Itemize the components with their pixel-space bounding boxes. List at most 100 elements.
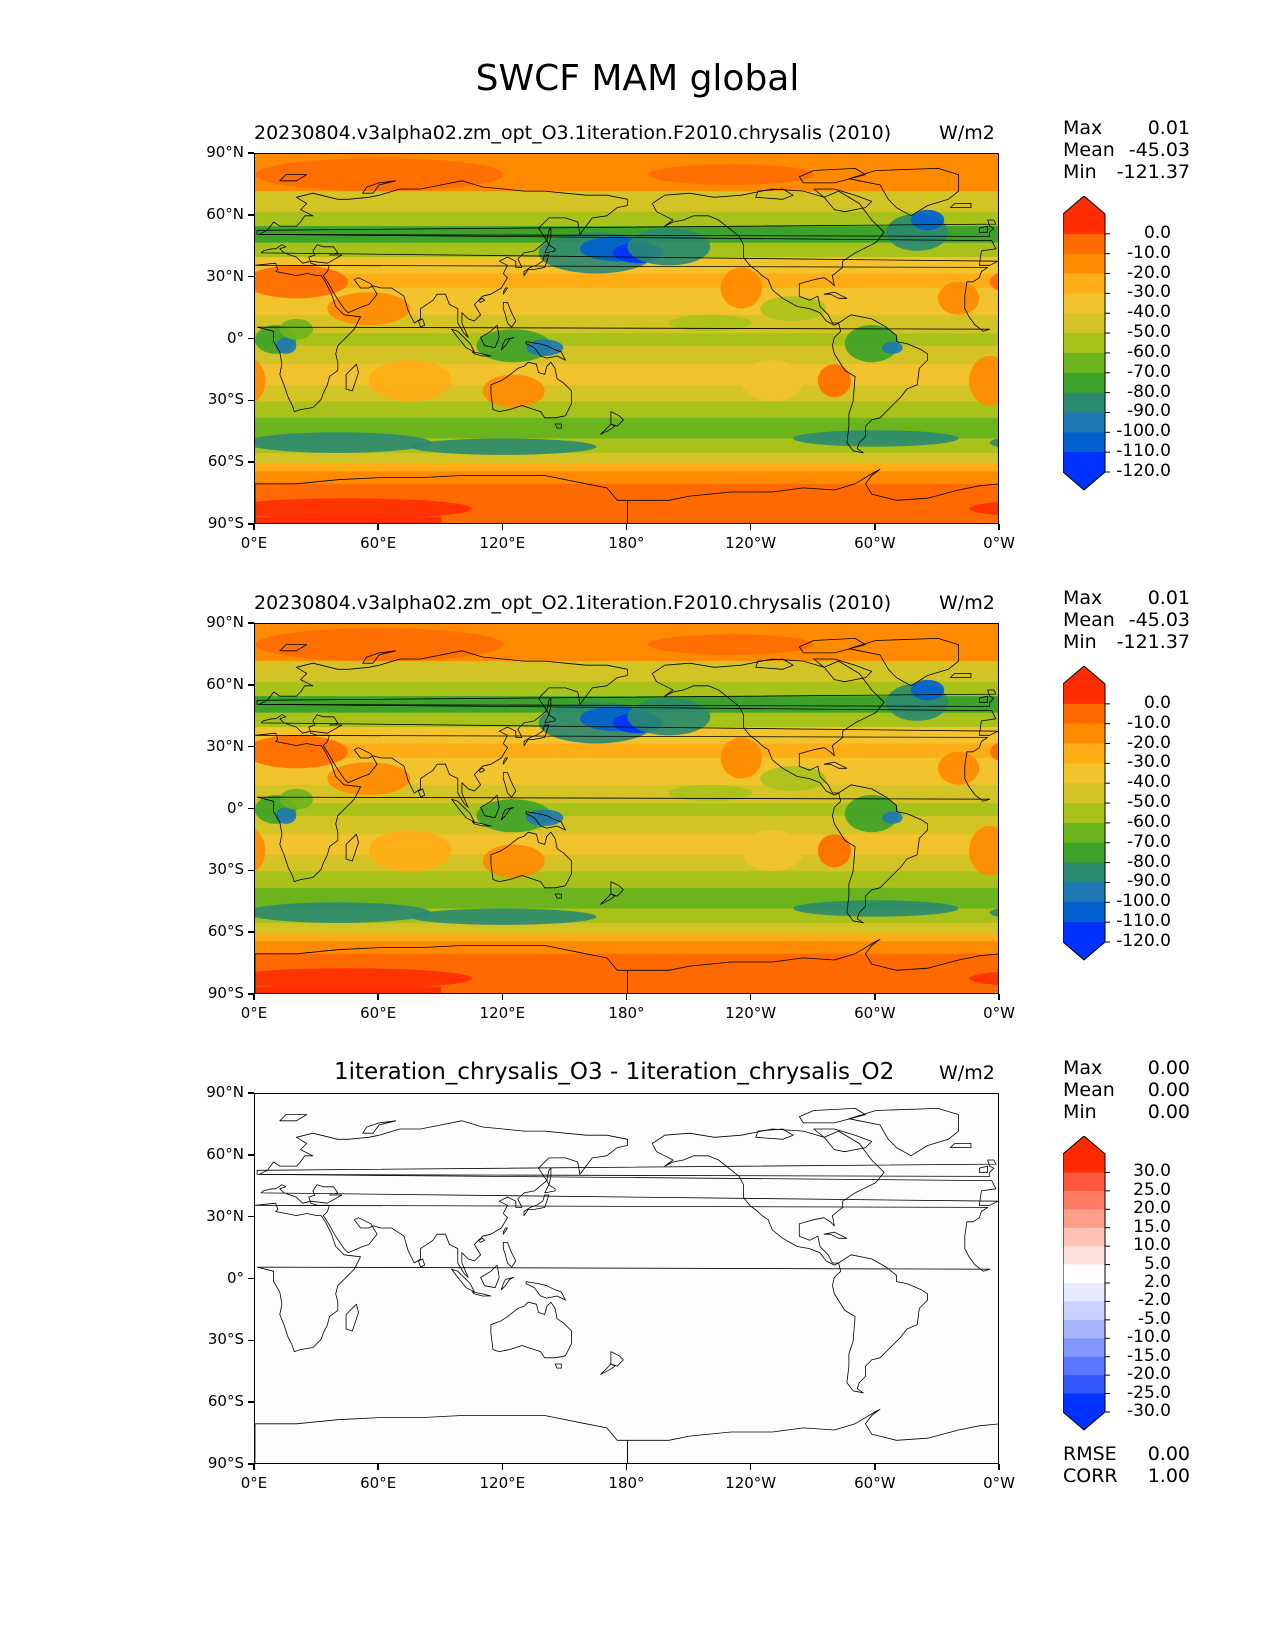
colorbar-tick-label: -40.0 bbox=[1127, 772, 1171, 793]
field-anomaly bbox=[793, 430, 959, 447]
field-anomaly bbox=[368, 830, 452, 872]
field-band bbox=[255, 471, 998, 485]
coastline-hainan bbox=[478, 297, 486, 303]
coastline-uk bbox=[256, 1159, 997, 1177]
field-anomaly bbox=[255, 829, 266, 873]
coastline-sulawesi bbox=[500, 336, 515, 351]
field-band bbox=[255, 333, 998, 347]
field-anomaly bbox=[760, 296, 827, 321]
colorbar-segment bbox=[1063, 803, 1105, 824]
lon-tick-label: 0°W bbox=[983, 1474, 1015, 1492]
colorbar-tick-label: -60.0 bbox=[1127, 811, 1171, 832]
lat-tick-mark bbox=[248, 152, 254, 154]
coastline-sulawesi bbox=[500, 806, 515, 821]
field-anomaly bbox=[989, 272, 998, 291]
field-band bbox=[255, 211, 998, 227]
field-anomaly bbox=[255, 968, 473, 989]
colorbar-segment bbox=[1063, 452, 1105, 473]
colorbar-tick-label: 0.0 bbox=[1143, 692, 1171, 713]
coastline-s-america bbox=[832, 784, 928, 924]
colorbar-segment bbox=[1063, 1338, 1105, 1358]
field-band bbox=[255, 854, 998, 872]
coastline-borneo bbox=[480, 1264, 500, 1289]
field-band bbox=[255, 815, 998, 835]
lon-tick-mark bbox=[874, 1464, 876, 1470]
colorbar-tick-label: 20.0 bbox=[1133, 1198, 1171, 1219]
colorbar-segment bbox=[1063, 723, 1105, 745]
stat-label: Mean bbox=[1063, 139, 1115, 161]
lat-tick-mark bbox=[248, 745, 254, 748]
coastline-africa bbox=[255, 262, 991, 413]
coastline-australia bbox=[490, 831, 573, 889]
coastline-sumatra bbox=[451, 328, 475, 353]
colorbar-segment bbox=[1063, 273, 1105, 294]
field-anomaly bbox=[793, 900, 959, 917]
field-anomaly bbox=[627, 228, 711, 266]
field-anomaly bbox=[476, 329, 551, 363]
coastline-sri-lanka bbox=[418, 318, 426, 328]
lon-tick-mark bbox=[749, 994, 752, 1000]
lat-tick-label: 60°S bbox=[207, 452, 244, 471]
lat-tick-label: 60°S bbox=[207, 1392, 244, 1411]
coastline-new-zealand bbox=[610, 881, 624, 897]
colorbar-segment bbox=[1063, 1246, 1105, 1266]
field-anomaly bbox=[368, 360, 452, 402]
lat-tick-mark bbox=[248, 1401, 254, 1403]
colorbar-tick-label: 15.0 bbox=[1133, 1216, 1171, 1237]
stat-value: -121.37 bbox=[1116, 631, 1190, 653]
stat-value: 1.00 bbox=[1147, 1465, 1190, 1487]
coastline-ireland bbox=[978, 695, 988, 703]
coastline-cuba bbox=[823, 291, 848, 299]
colorbar-tick-label: -40.0 bbox=[1127, 302, 1171, 323]
colorbar-segment bbox=[1063, 703, 1105, 725]
field-anomaly bbox=[911, 679, 945, 701]
coastline-philippines bbox=[502, 1241, 517, 1268]
lon-tick-mark bbox=[998, 524, 1000, 530]
lon-tick-label: 0°E bbox=[240, 1474, 268, 1492]
lon-tick-mark bbox=[749, 524, 752, 530]
coastline-antarctica-w bbox=[627, 938, 998, 993]
colorbar-segment bbox=[1063, 1264, 1105, 1284]
coastline-tasmania bbox=[554, 423, 562, 429]
field-anomaly bbox=[275, 337, 297, 354]
coastline-png bbox=[525, 1281, 566, 1301]
lon-tick-mark bbox=[501, 1464, 504, 1470]
lon-tick-mark bbox=[253, 524, 255, 530]
lat-tick-label: 30°N bbox=[206, 1206, 244, 1225]
colorbar-segment bbox=[1063, 333, 1105, 354]
lon-tick-mark bbox=[253, 994, 255, 1000]
lon-tick-label: 60°E bbox=[360, 534, 397, 552]
field-anomaly bbox=[275, 807, 297, 824]
stat-value: 0.00 bbox=[1147, 1079, 1190, 1101]
coastline-eurasia bbox=[258, 180, 998, 338]
coastline-java bbox=[471, 821, 492, 827]
coastline-nz-south bbox=[600, 1363, 616, 1375]
lat-tick-label: 30°S bbox=[207, 390, 244, 409]
colorbar-segment bbox=[1063, 1356, 1105, 1376]
coastline-sakhalin bbox=[546, 1167, 552, 1186]
colorbar-segment bbox=[1063, 214, 1105, 235]
colorbar-tick-label: -70.0 bbox=[1127, 361, 1171, 382]
lat-tick-mark bbox=[248, 461, 254, 463]
colorbar-segment bbox=[1063, 783, 1105, 804]
lat-tick-mark bbox=[248, 931, 254, 933]
lon-tick-label: 120°W bbox=[725, 1004, 777, 1022]
colorbar-tick-label: -15.0 bbox=[1127, 1345, 1171, 1366]
field-anomaly bbox=[741, 830, 804, 872]
coastline-iceland bbox=[949, 673, 972, 678]
coastline-hokkaido bbox=[544, 244, 556, 254]
lat-tick-label: 90°S bbox=[207, 984, 244, 1002]
lon-tick-label: 0°E bbox=[240, 534, 268, 552]
map-plot-reference bbox=[254, 623, 999, 994]
stat-label: RMSE bbox=[1063, 1443, 1117, 1465]
lat-tick-mark bbox=[248, 399, 254, 402]
field-band bbox=[255, 933, 998, 942]
lat-tick-mark bbox=[248, 337, 254, 340]
coastline-victoria-isl bbox=[755, 188, 794, 200]
lat-tick-mark bbox=[248, 1154, 254, 1156]
colorbar-tick-label: -30.0 bbox=[1127, 282, 1171, 303]
coastline-sumatra bbox=[451, 798, 475, 823]
coastline-philippines bbox=[502, 301, 517, 328]
stat-value: 0.00 bbox=[1147, 1057, 1190, 1079]
lat-tick-label: 30°S bbox=[207, 860, 244, 879]
